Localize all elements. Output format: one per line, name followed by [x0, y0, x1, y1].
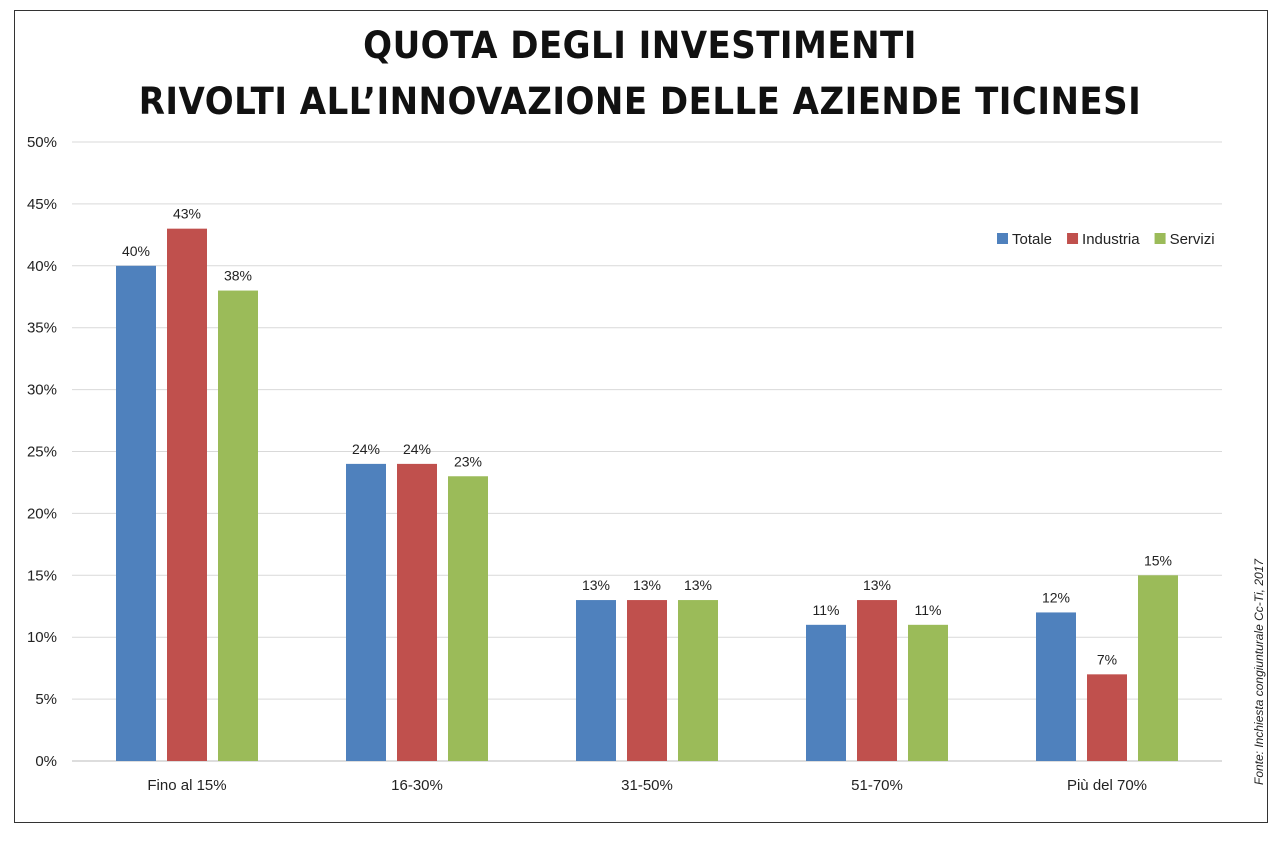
- data-label: 24%: [352, 441, 380, 457]
- y-tick-label: 5%: [35, 691, 57, 708]
- data-label: 40%: [122, 243, 150, 259]
- bar-totale: [346, 463, 386, 761]
- data-label: 12%: [1042, 589, 1070, 605]
- data-label: 38%: [224, 268, 252, 284]
- x-tick-label: 31-50%: [621, 777, 673, 794]
- legend: Totale Industria Servizi: [997, 231, 1215, 248]
- bar-servizi: [448, 476, 488, 761]
- bar-industria: [857, 600, 897, 761]
- bar-totale: [1036, 612, 1076, 761]
- bar-servizi: [908, 624, 948, 761]
- bar-totale: [806, 624, 846, 761]
- data-label: 15%: [1144, 552, 1172, 568]
- legend-swatch: [1154, 233, 1166, 244]
- bar-totale: [576, 600, 616, 761]
- x-tick-label: Più del 70%: [1067, 777, 1147, 794]
- x-axis: Fino al 15% 16-30% 31-50% 51-70% Più del 70%: [147, 777, 1147, 794]
- y-tick-label: 50%: [27, 134, 57, 151]
- bar-totale: [116, 265, 156, 761]
- bar-servizi: [1138, 575, 1178, 761]
- chart-subtitle: RIVOLTI ALL’INNOVAZIONE DELLE AZIENDE TI…: [138, 80, 1142, 123]
- y-tick-label: 35%: [27, 320, 57, 337]
- legend-entry: Industria: [1082, 231, 1140, 248]
- data-label: 11%: [813, 602, 840, 618]
- x-tick-label: 16-30%: [391, 777, 443, 794]
- chart-title: QUOTA DEGLI INVESTIMENTI: [363, 24, 917, 67]
- data-label: 23%: [454, 453, 482, 469]
- data-label: 13%: [863, 577, 891, 593]
- bars: [116, 228, 1178, 761]
- y-tick-label: 15%: [27, 567, 57, 584]
- data-label: 13%: [582, 577, 610, 593]
- bar-industria: [397, 463, 437, 761]
- bar-industria: [627, 600, 667, 761]
- y-tick-label: 30%: [27, 382, 57, 399]
- data-label: 43%: [173, 206, 201, 222]
- x-tick-label: Fino al 15%: [147, 777, 226, 794]
- data-label: 7%: [1097, 651, 1117, 667]
- y-tick-label: 45%: [27, 196, 57, 213]
- y-tick-label: 40%: [27, 258, 57, 275]
- legend-entry: Totale: [1012, 231, 1052, 248]
- y-tick-label: 10%: [27, 629, 57, 646]
- y-axis: 0% 5% 10% 15% 20% 25% 30% 35% 40% 45% 50%: [27, 134, 57, 770]
- bar-industria: [1087, 674, 1127, 761]
- y-tick-label: 25%: [27, 444, 57, 461]
- bar-servizi: [678, 600, 718, 761]
- y-tick-label: 20%: [27, 505, 57, 522]
- x-tick-label: 51-70%: [851, 777, 903, 794]
- source-note: Fonte: Inchiesta congiunturale Cc-Ti, 20…: [1252, 558, 1266, 785]
- data-label: 13%: [684, 577, 712, 593]
- bar-industria: [167, 228, 207, 761]
- data-labels: 40% 43% 38% 24% 24% 23% 13% 13% 13% 11% 13% 11% 12% 7…: [122, 206, 1172, 668]
- data-label: 24%: [403, 441, 431, 457]
- data-label: 11%: [915, 602, 942, 618]
- legend-swatch: [997, 233, 1008, 244]
- data-label: 13%: [633, 577, 661, 593]
- legend-entry: Servizi: [1170, 231, 1215, 248]
- y-tick-label: 0%: [35, 753, 57, 770]
- legend-swatch: [1067, 233, 1079, 244]
- bar-servizi: [218, 290, 258, 761]
